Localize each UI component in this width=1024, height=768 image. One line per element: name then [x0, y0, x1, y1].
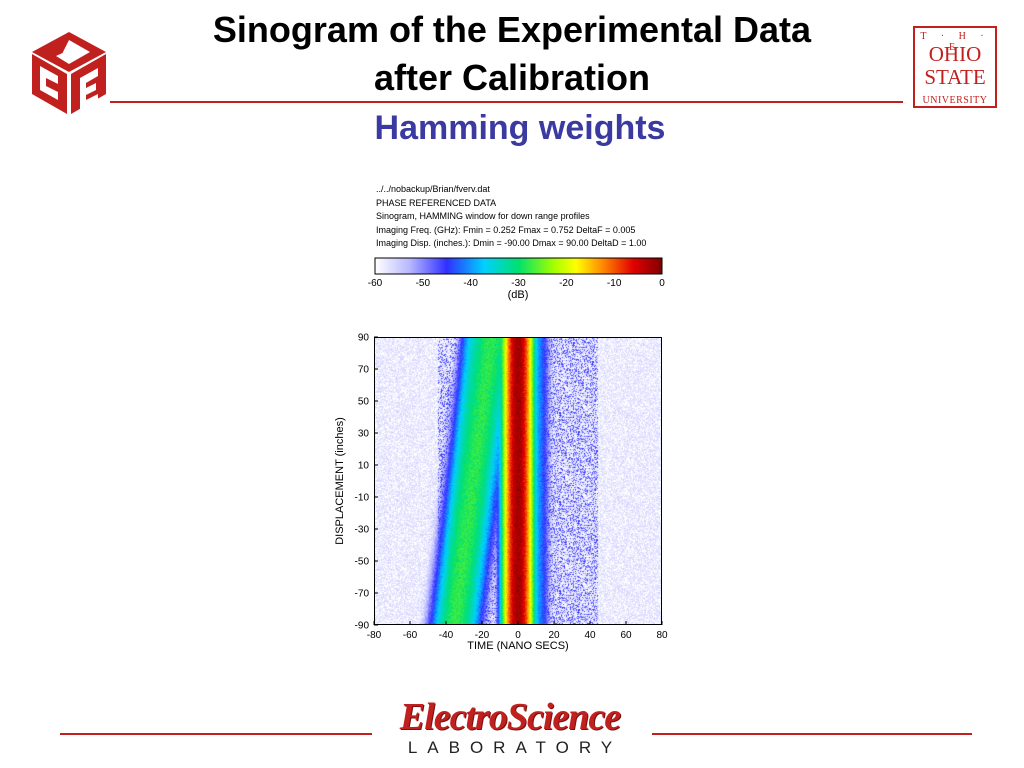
osu-university-text: UNIVERSITY — [922, 95, 988, 106]
x-tick-label: 60 — [620, 630, 632, 641]
colorbar-gradient — [374, 257, 663, 275]
chart-header-line: PHASE REFERENCED DATA — [376, 197, 497, 208]
y-tick-label: -30 — [355, 525, 370, 536]
y-tick-label: -70 — [355, 589, 370, 600]
colorbar-tick-label: -50 — [415, 278, 431, 289]
osu-the-text: T · H · E — [920, 31, 990, 53]
osu-state-text: STATE — [924, 65, 986, 89]
sinogram-plot — [374, 337, 662, 625]
osu-ohio-text: OHIO — [928, 42, 982, 66]
esl-logo-laboratory: LABORATORY — [407, 738, 623, 757]
chart-header-line: Sinogram, HAMMING window for down range … — [376, 211, 590, 221]
x-axis-label: TIME (NANO SECS) — [467, 640, 569, 652]
y-tick-label: -90 — [355, 621, 370, 632]
x-tick-label: -20 — [475, 630, 490, 641]
page-title-line2: after Calibration — [373, 57, 651, 98]
x-tick-label: -40 — [439, 630, 454, 641]
footer-rule-right — [652, 733, 972, 735]
plot-axes: -80 -60 -40 -20 0 20 40 60 80 90 70 50 30 10 -10 -30 -50… — [355, 333, 668, 642]
osu-logo: T · H · E OHIO STATE UNIVERSITY — [913, 26, 997, 108]
colorbar-tick-label: 0 — [659, 278, 665, 289]
x-tick-label: 20 — [548, 630, 560, 641]
y-tick-label: -50 — [355, 557, 370, 568]
chart-header-line: ../../nobackup/Brian/fverv.dat — [376, 184, 490, 194]
x-tick-label: 40 — [584, 630, 596, 641]
footer-rule-left — [60, 733, 372, 735]
y-tick-label: 70 — [358, 365, 370, 376]
chart-header-line: Imaging Freq. (GHz): Fmin = 0.252 Fmax =… — [376, 224, 636, 235]
colorbar-tick-label: -40 — [463, 278, 478, 289]
esl-logo-name: ElectroScience — [399, 696, 621, 738]
x-tick-label: -80 — [367, 630, 382, 641]
chart-header-line: Imaging Disp. (inches.): Dmin = -90.00 D… — [376, 238, 647, 248]
title-rule — [110, 101, 903, 103]
page-subtitle: Hamming weights — [374, 109, 666, 147]
x-tick-label: 0 — [515, 630, 521, 641]
y-tick-label: 10 — [358, 461, 370, 472]
colorbar-tick-label: -30 — [511, 278, 526, 289]
y-tick-label: -10 — [355, 493, 370, 504]
colorbar-tick-label: -10 — [606, 278, 622, 289]
cube-logo — [32, 32, 106, 114]
x-tick-label: 80 — [656, 630, 668, 641]
sinogram-image — [375, 338, 661, 624]
y-tick-label: 50 — [358, 397, 370, 408]
x-tick-label: -60 — [403, 630, 418, 641]
colorbar-tick-label: -60 — [367, 278, 383, 289]
colorbar — [374, 257, 663, 275]
y-tick-label: 90 — [358, 333, 370, 344]
colorbar-label: (dB) — [507, 289, 529, 301]
page-title-line1: Sinogram of the Experimental Data — [212, 9, 812, 50]
y-tick-label: 30 — [358, 429, 370, 440]
y-axis-label: DISPLACEMENT (inches) — [334, 417, 346, 545]
colorbar-tick-label: -20 — [559, 278, 574, 289]
